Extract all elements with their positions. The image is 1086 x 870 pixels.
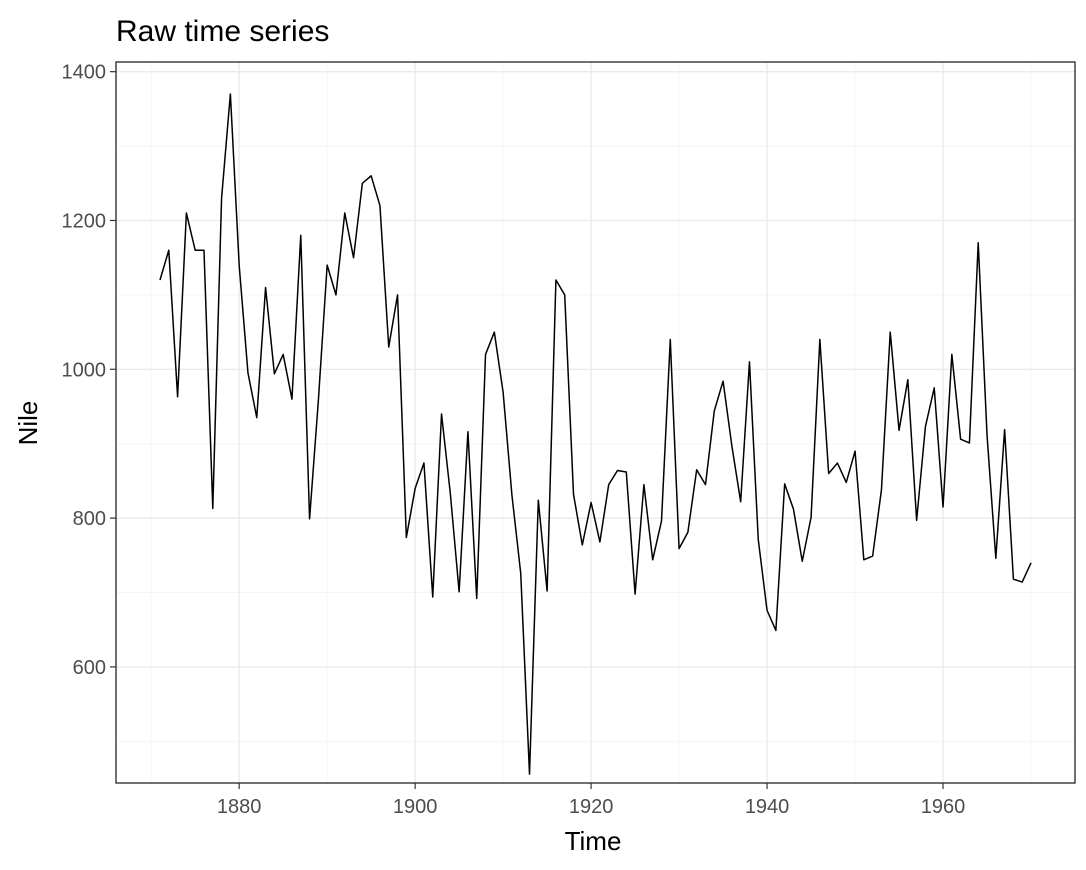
y-axis-title: Nile <box>13 401 43 446</box>
major-gridlines <box>116 62 1075 783</box>
y-tick-label: 1400 <box>62 62 107 84</box>
y-tick-label: 600 <box>73 657 106 679</box>
chart-title: Raw time series <box>116 15 329 48</box>
y-tick-label: 1200 <box>62 210 107 232</box>
y-tick-label: 1000 <box>62 359 107 381</box>
x-axis-title: Time <box>565 826 622 856</box>
x-tick-label: 1940 <box>745 796 790 818</box>
x-tick-label: 1920 <box>569 796 614 818</box>
x-tick-label: 1880 <box>217 796 262 818</box>
y-tick-label: 800 <box>73 508 106 530</box>
minor-gridlines <box>116 62 1075 783</box>
axis-tick-labels: 1880 1900 1920 1940 1960 600 800 1000 1200 1400 <box>62 62 966 818</box>
x-tick-label: 1960 <box>921 796 966 818</box>
x-tick-label: 1900 <box>393 796 438 818</box>
plot-panel-border <box>115 61 1076 784</box>
nile-series-line <box>159 93 1032 775</box>
axis-ticks <box>110 71 944 789</box>
